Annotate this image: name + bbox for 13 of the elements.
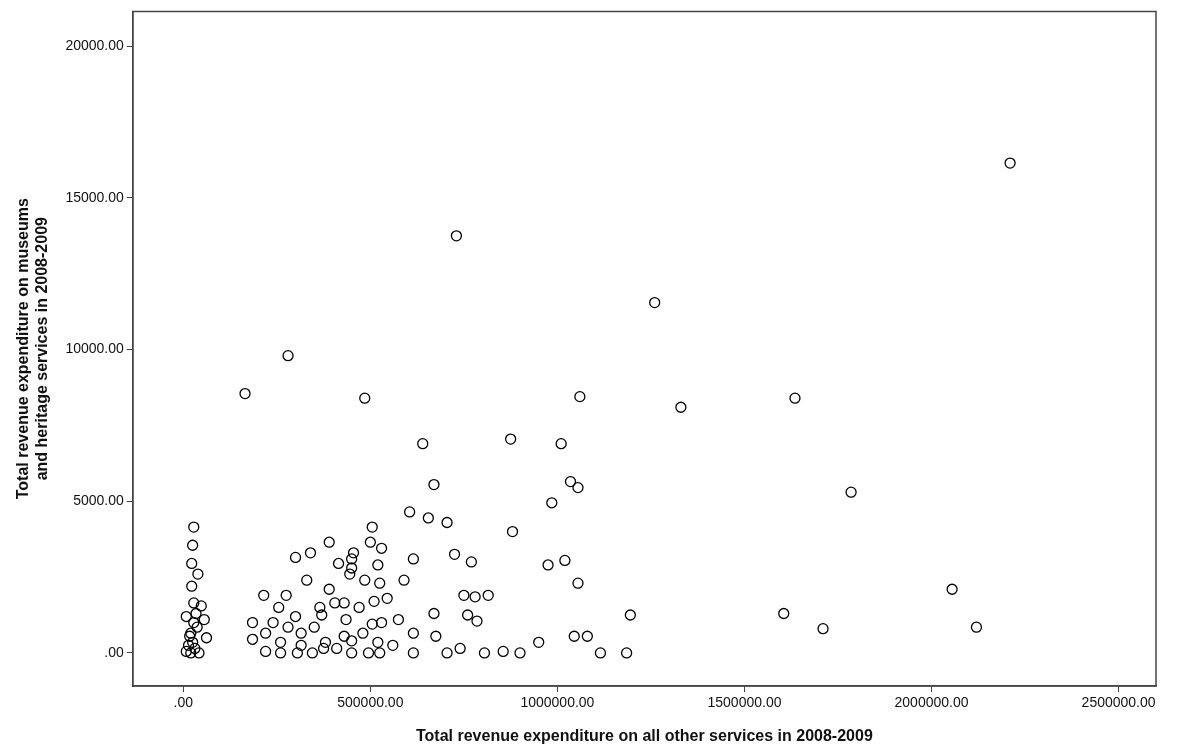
x-tick-label: 2500000.00 [1081, 694, 1156, 711]
x-tick-label: 1000000.00 [520, 694, 595, 711]
y-tick-label: 20000.00 [65, 37, 124, 54]
y-tick-label: 10000.00 [65, 340, 124, 357]
x-tick-label: 1500000.00 [707, 694, 782, 711]
y-axis-title: Total revenue expenditure on museums and heritage services in 2008-2009 [14, 198, 51, 500]
x-axis-title: Total revenue expenditure on all other services in 2008-2009 [416, 726, 873, 744]
y-tick-label: .00 [104, 643, 124, 660]
x-tick-label: 2000000.00 [894, 694, 969, 711]
y-tick-label: 15000.00 [65, 188, 124, 205]
x-tick-label: .00 [173, 694, 194, 711]
y-tick-label: 5000.00 [73, 492, 124, 509]
x-tick-label: 500000.00 [337, 694, 404, 711]
